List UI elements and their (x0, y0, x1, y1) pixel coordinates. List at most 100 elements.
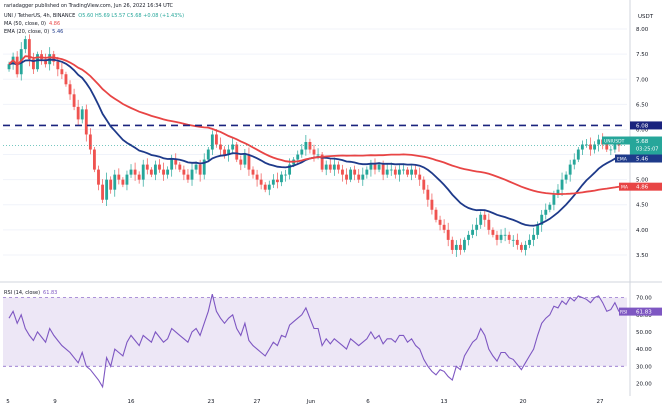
candle-body (572, 159, 576, 165)
candle-body (271, 179, 275, 185)
rsi-tick-label: 20.00 (636, 381, 652, 387)
candle-body (76, 106, 80, 120)
ema-legend[interactable]: EMA (20, close, 0) 5.46 (4, 29, 66, 35)
candle-body (64, 74, 68, 85)
candle-body (434, 209, 438, 220)
candle-body (202, 159, 206, 175)
candle-body (23, 39, 27, 50)
candle-body (528, 239, 531, 245)
candle-body (349, 169, 353, 180)
candle-body (235, 144, 239, 160)
rsi-legend-value: 61.83 (43, 290, 58, 296)
candle-body (170, 159, 174, 170)
candle-body (532, 234, 535, 240)
candle-body (450, 239, 454, 250)
candle-body (593, 144, 596, 150)
candle-body (524, 244, 527, 250)
candle-body (503, 234, 507, 236)
candle-body (101, 184, 104, 200)
rsi-legend-label: RSI (14, close) (4, 290, 41, 296)
candle-body (377, 164, 381, 170)
candle-body (56, 61, 60, 70)
candle-body (385, 169, 389, 175)
candle-body (613, 144, 617, 150)
candle-body (483, 214, 487, 220)
published-credit: rariadagger published on TradingView.com… (4, 3, 174, 9)
candle-body (609, 149, 613, 151)
candle-body (414, 169, 418, 175)
candle-body (68, 84, 72, 95)
candle-body (491, 229, 495, 235)
candle-body (495, 234, 499, 240)
time-axis[interactable]: 5 9 16 23 27 Jun 6 13 20 27 (6, 399, 604, 405)
candle-body (316, 154, 320, 156)
rsi-axis[interactable]: 70.00 60.00 50.00 40.00 30.00 20.00 (636, 296, 652, 388)
time-tick-label: 23 (208, 399, 215, 405)
candle-body (227, 149, 231, 155)
candle-body (507, 234, 511, 240)
time-tick-label: Jun (306, 399, 316, 405)
candle-body (194, 164, 198, 170)
candle-body (223, 149, 226, 155)
candle-body (576, 149, 580, 160)
price-tick-label: 6.00 (636, 127, 649, 133)
candle-body (580, 144, 584, 150)
candle-body (328, 164, 332, 170)
candle-body (442, 224, 446, 230)
symbol-legend[interactable]: UNI / TetherUS, 4h, BINANCE O5.60 H5.69 L… (4, 13, 187, 19)
time-tick-label: 27 (254, 399, 261, 405)
bar-countdown: 03:25:07 (636, 147, 658, 153)
candle-body (454, 244, 458, 250)
candle-body (288, 164, 292, 175)
candle-body (27, 39, 31, 60)
candle-body (133, 169, 137, 175)
candle-body (121, 179, 125, 185)
time-tick-label: 16 (128, 399, 135, 405)
ema-tag-bg (615, 154, 630, 163)
candle-body (255, 174, 259, 180)
last-price-tag-bg (630, 136, 662, 155)
candle-body (544, 209, 548, 215)
candle-body (446, 229, 450, 240)
candle-body (393, 169, 397, 175)
candle-body (585, 144, 588, 146)
candle-body (410, 169, 414, 175)
price-tick-label: 3.50 (636, 253, 649, 259)
candle-body (397, 169, 401, 175)
candle-body (141, 164, 145, 180)
candle-body (568, 164, 572, 175)
time-tick-label: 5 (6, 399, 10, 405)
ohlc-values: O5.60 H5.69 L5.57 C5.68 +0.08 (+1.43%) (78, 13, 185, 19)
rsi-overbought-oversold-band (3, 297, 627, 367)
candle-body (605, 144, 609, 150)
candle-body (32, 59, 35, 70)
rsi-legend[interactable]: RSI (14, close) 61.83 (4, 290, 60, 296)
candle-body (186, 174, 190, 180)
candle-body (515, 239, 519, 245)
candle-body (499, 234, 503, 240)
candle-body (519, 244, 523, 250)
candle-body (463, 239, 466, 250)
candle-body (259, 179, 263, 185)
candle-body (300, 149, 304, 155)
candle-body (247, 154, 251, 170)
candle-body (312, 149, 316, 155)
time-tick-label: 13 (441, 399, 448, 405)
candle-body (324, 164, 328, 170)
price-tick-label: 7.50 (636, 52, 649, 58)
candle-body (210, 134, 214, 150)
resistance-price-tag: 6.08 (636, 123, 649, 129)
price-axis-unit: USDT (638, 14, 654, 20)
candle-body (389, 169, 393, 171)
candle-body (597, 139, 601, 145)
ma-legend[interactable]: MA (50, close, 0) 4.86 (4, 21, 63, 27)
candle-body (84, 109, 88, 135)
candle-body (381, 164, 385, 175)
candle-body (552, 194, 556, 205)
candle-body (284, 174, 287, 176)
ma-tag-bg (619, 182, 630, 191)
candle-body (243, 154, 247, 165)
candle-body (438, 219, 442, 225)
price-axis[interactable]: 8.007.507.006.506.005.505.004.504.003.50… (636, 14, 654, 259)
symbol-tag-bg (602, 136, 630, 145)
